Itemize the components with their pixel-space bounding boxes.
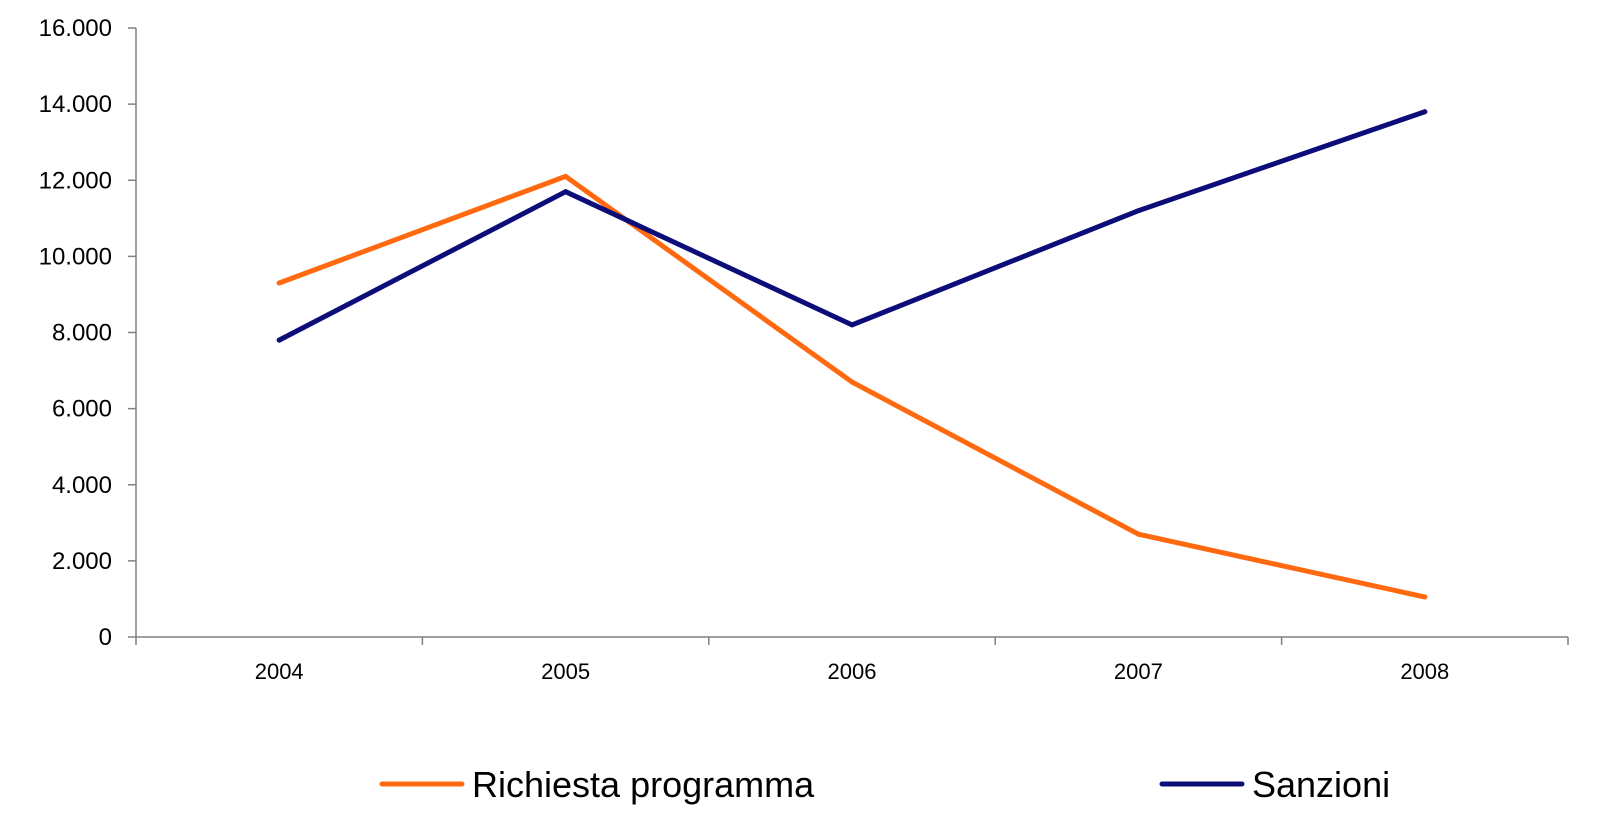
- legend: Richiesta programma Sanzioni: [379, 764, 1390, 805]
- data-point-richiesta-programma: [849, 379, 855, 385]
- series-line-richiesta-programma: [276, 173, 1428, 600]
- y-tick-label: 14.000: [39, 91, 112, 118]
- legend-label-sanzioni: Sanzioni: [1252, 764, 1390, 805]
- x-tick-label: 2006: [828, 659, 877, 684]
- data-point-sanzioni: [563, 189, 569, 195]
- data-point-sanzioni: [1135, 208, 1141, 214]
- y-tick-label: 16.000: [39, 15, 112, 42]
- y-tick-label: 12.000: [39, 167, 112, 194]
- x-tick-label: 2007: [1114, 659, 1163, 684]
- data-point-sanzioni: [849, 322, 855, 328]
- data-point-richiesta-programma: [1135, 531, 1141, 537]
- x-tick-label: 2005: [541, 659, 590, 684]
- y-tick-label: 2.000: [52, 548, 112, 575]
- y-tick-label: 8.000: [52, 320, 112, 347]
- data-point-richiesta-programma: [563, 173, 569, 179]
- y-tick-label: 10.000: [39, 243, 112, 270]
- data-point-sanzioni: [276, 337, 282, 343]
- data-point-richiesta-programma: [276, 280, 282, 286]
- x-tick-label: 2008: [1400, 659, 1449, 684]
- x-tick-label: 2004: [255, 659, 304, 684]
- data-point-sanzioni: [1422, 109, 1428, 115]
- legend-label-richiesta-programma: Richiesta programma: [472, 764, 815, 805]
- series-lines: [276, 109, 1428, 600]
- axes: 0 2.000 4.000 6.000 8.000 10.000 12.000 14.000 1…: [39, 15, 1569, 684]
- y-tick-label: 6.000: [52, 396, 112, 423]
- series-line-sanzioni: [276, 109, 1428, 343]
- y-tick-label: 0: [99, 624, 112, 651]
- y-tick-label: 4.000: [52, 472, 112, 499]
- data-point-richiesta-programma: [1422, 594, 1428, 600]
